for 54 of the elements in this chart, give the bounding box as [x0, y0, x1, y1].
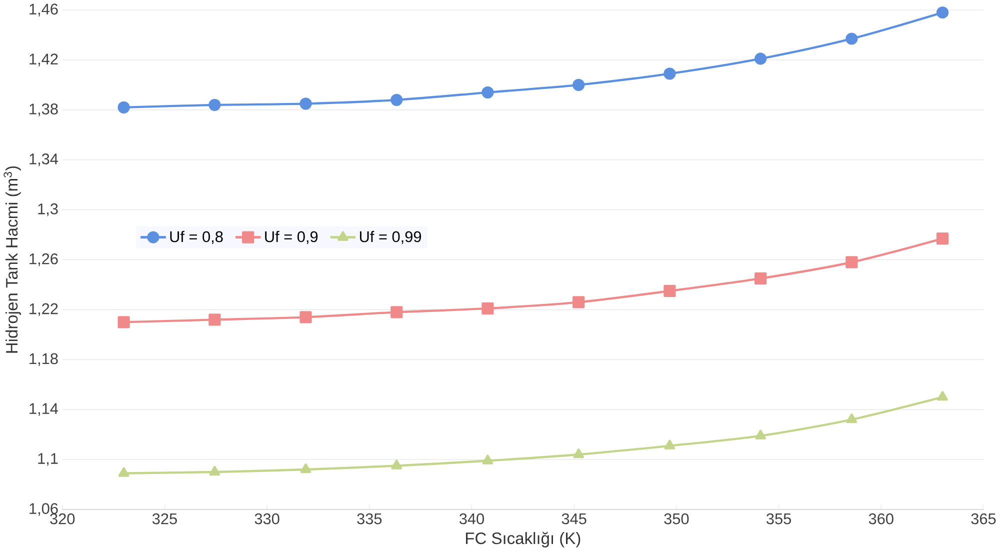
- point: [300, 463, 312, 474]
- x-tick-label: 345: [562, 513, 586, 524]
- x-tick-label: 360: [868, 513, 894, 524]
- point: [573, 448, 584, 458]
- x-tick-label: 330: [254, 513, 280, 524]
- point: [846, 413, 858, 424]
- y-tick-label: 1,22: [30, 303, 58, 316]
- x-tick-label: 340: [459, 513, 484, 524]
- point: [754, 52, 767, 65]
- point: [754, 272, 767, 284]
- y-tick-label: 1,3: [38, 203, 58, 216]
- y-tick-label: 1,18: [30, 353, 58, 366]
- x-tick-label: 335: [357, 513, 382, 524]
- legend-label: Uf = 0,8: [170, 230, 223, 244]
- point: [937, 390, 948, 401]
- point: [118, 101, 130, 114]
- legend-label: Uf = 0,9: [265, 230, 318, 244]
- x-axis-title: FC Sıcaklığı (K): [466, 532, 580, 548]
- point: [664, 440, 676, 450]
- point: [118, 316, 130, 328]
- point: [118, 467, 130, 477]
- y-axis-title: Hidrojen Tank Hacmi (m$^{3}$): [4, 166, 21, 353]
- point: [572, 296, 585, 308]
- point: [846, 256, 858, 268]
- y-tick-label: 1,38: [30, 103, 58, 116]
- y-tick-label: 1,34: [30, 153, 58, 166]
- point: [664, 68, 676, 80]
- x-tick-label: 350: [664, 513, 689, 524]
- point: [664, 284, 676, 297]
- point: [390, 306, 403, 318]
- y-tick-label: 1,14: [30, 403, 58, 416]
- point: [936, 6, 949, 19]
- y-tick-label: 1,42: [30, 54, 58, 66]
- point: [482, 454, 494, 464]
- point: [300, 311, 312, 324]
- point: [755, 430, 766, 440]
- y-tick-label: 1,1: [38, 453, 58, 466]
- x-tick-label: 365: [971, 513, 996, 524]
- x-tick-label: 355: [766, 513, 791, 524]
- point: [482, 86, 494, 98]
- point: [846, 32, 858, 45]
- legend-label: Uf = 0,99: [360, 230, 422, 244]
- point: [572, 78, 585, 91]
- x-tick-label: 325: [152, 513, 177, 524]
- point: [208, 314, 221, 326]
- y-tick-label: 1,46: [30, 4, 58, 16]
- point: [936, 232, 949, 245]
- point: [209, 466, 220, 476]
- point: [390, 94, 403, 106]
- point: [391, 460, 402, 470]
- point: [208, 98, 221, 111]
- y-tick-label: 1,26: [30, 253, 58, 266]
- point: [300, 98, 312, 110]
- point: [482, 302, 494, 314]
